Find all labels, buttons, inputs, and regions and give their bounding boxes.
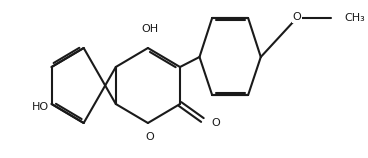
Text: HO: HO [32, 102, 49, 112]
Text: OH: OH [141, 24, 158, 34]
Text: O: O [211, 118, 220, 128]
Text: CH₃: CH₃ [344, 13, 365, 23]
Text: O: O [293, 12, 301, 22]
Text: O: O [145, 132, 154, 142]
